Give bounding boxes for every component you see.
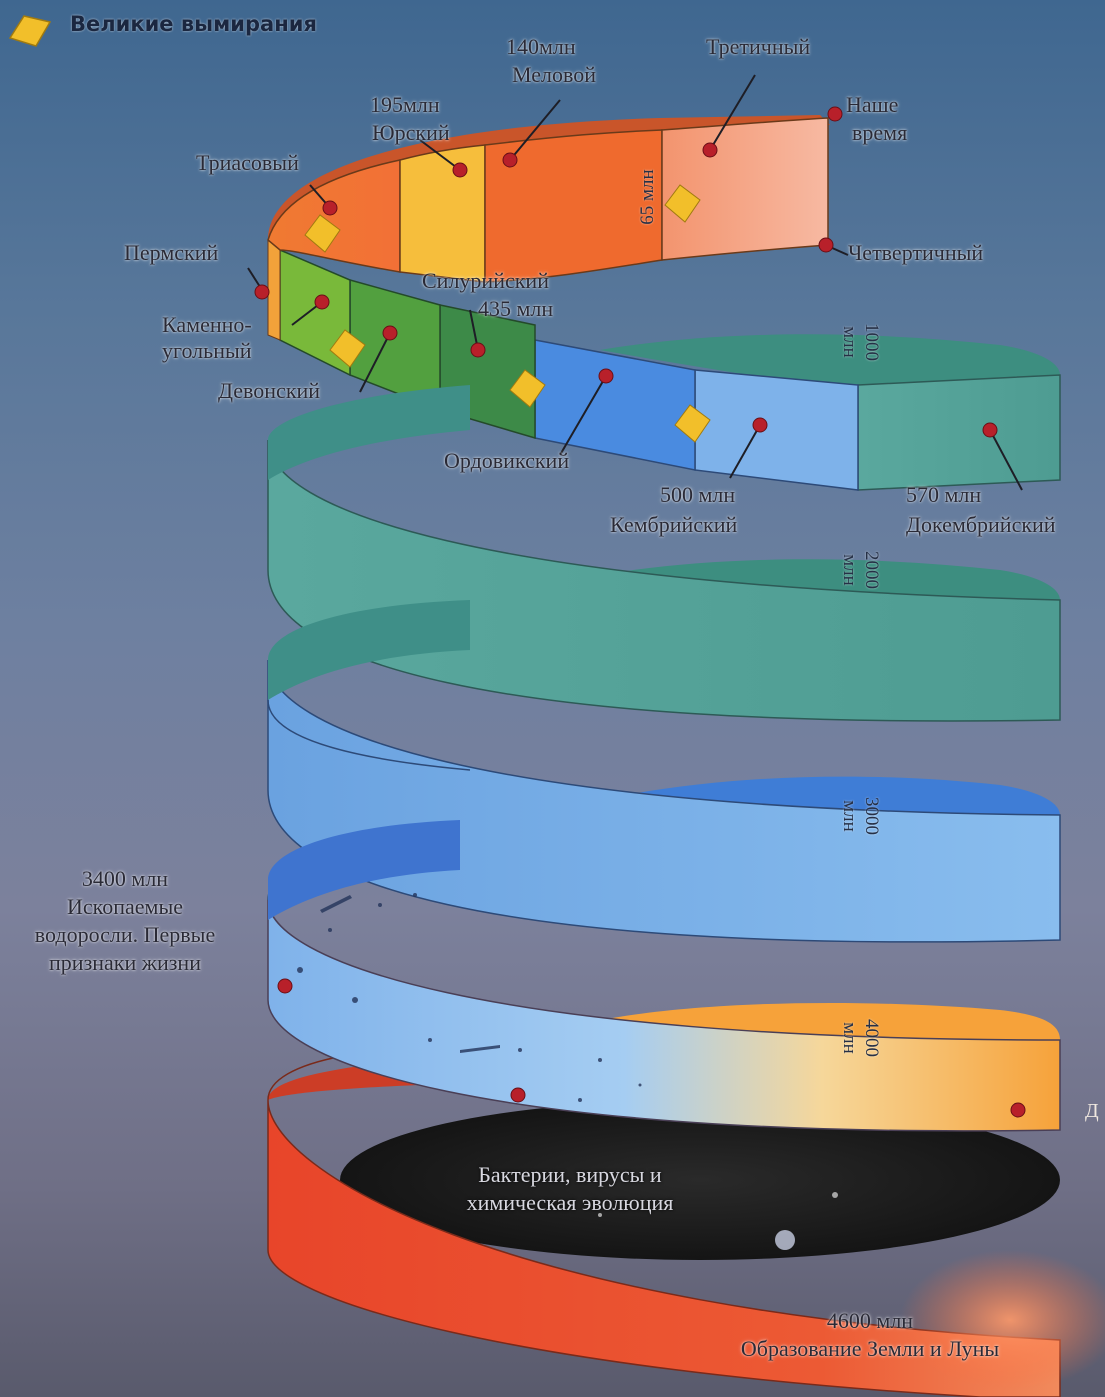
fossil-speck [518, 1048, 522, 1052]
fossil-speck [413, 893, 417, 897]
marker-jurassic [452, 162, 468, 178]
label-precambrian-time: 570 млн [906, 482, 982, 507]
fossil-speck [638, 1083, 642, 1087]
marker-cretaceous [502, 152, 518, 168]
extinction-marker-permian [329, 329, 366, 368]
primordial-dust-cloud [340, 1100, 1060, 1260]
fossil-speck [352, 997, 358, 1003]
earth-formation-glow [900, 1250, 1105, 1390]
permian-segment [267, 238, 281, 341]
leader-cambrian [729, 424, 761, 479]
fossil-speck [328, 928, 332, 932]
fossil-speck [297, 967, 303, 973]
label-cut-text: Д [1085, 1100, 1099, 1122]
label-devonian: Девонский [218, 378, 321, 403]
extinction-marker-ordovician [674, 404, 711, 443]
label-permian: Пермский [124, 240, 219, 265]
mark-1000: 1000 млн [839, 323, 882, 361]
extinction-marker-cretaceous [664, 184, 701, 223]
label-cretaceous: Меловой [512, 62, 597, 87]
mark-65: 65 млн [637, 169, 658, 225]
fossil-speck [598, 1058, 602, 1062]
marker-devonian [382, 325, 398, 341]
label-life-time: 3400 млн [81, 866, 169, 891]
fossil-speck [578, 1098, 582, 1102]
label-quaternary: Четвертичный [848, 240, 984, 265]
label-ordovician: Ордовикский [444, 448, 570, 473]
top-loop-inner [268, 115, 830, 240]
fossil-alga-1 [320, 895, 352, 913]
marker-hadean [1010, 1102, 1026, 1118]
loop-2000-left-wrap [268, 600, 470, 700]
label-life-line3: признаки жизни [49, 950, 201, 975]
leader-precambrian [989, 429, 1023, 491]
marker-first-life [277, 978, 293, 994]
label-silurian-time: 435 млн [478, 296, 554, 321]
label-triassic: Триасовый [196, 150, 299, 175]
marker-precambrian [982, 422, 998, 438]
marker-tertiary [702, 142, 718, 158]
marker-ordovician [598, 368, 614, 384]
marker-silurian [470, 342, 486, 358]
leader-jurassic [419, 139, 461, 171]
extinction-diamond-icon [8, 15, 52, 47]
loop-3000-left-wrap [268, 820, 460, 920]
label-jurassic-time: 195млн [370, 92, 440, 117]
mark-2000: 2000 млн [839, 551, 882, 589]
label-life-line1: Ископаемые [67, 894, 183, 919]
marker-present-day [827, 106, 843, 122]
label-silurian: Силурийский [422, 268, 549, 293]
label-jurassic: Юрский [372, 120, 450, 145]
star [832, 1192, 838, 1198]
label-bacteria-line2: химическая эволюция [466, 1190, 674, 1215]
leader-quaternary [829, 246, 849, 256]
label-cretaceous-time: 140млн [506, 34, 576, 59]
label-cambrian: Кембрийский [610, 512, 738, 537]
marker-triassic [322, 200, 338, 216]
star [598, 1213, 602, 1217]
cenozoic-segment [661, 117, 829, 261]
label-earth-formation: Образование Земли и Луны [740, 1336, 1000, 1361]
label-precambrian: Докембрийский [906, 512, 1056, 537]
fossil-alga-2 [460, 1045, 500, 1053]
loop-2000-edge [267, 699, 471, 771]
label-cambrian-time: 500 млн [660, 482, 736, 507]
label-carboniferous-line1: Каменно- [162, 312, 252, 337]
label-carboniferous-line2: угольный [162, 338, 252, 363]
leader-tertiary [709, 74, 756, 151]
label-life-line2: водоросли. Первые [34, 922, 216, 947]
label-earth-time: 4600 млн [826, 1308, 914, 1333]
cambrian-segment [694, 369, 859, 491]
fossil-speck [378, 903, 382, 907]
marker-bacteria [510, 1087, 526, 1103]
label-now-line2: время [852, 120, 908, 145]
extinction-marker-triassic [304, 214, 341, 253]
label-now-line1: Наше [846, 92, 899, 117]
leader-cretaceous [509, 99, 561, 161]
leader-ordovician [559, 375, 607, 456]
mark-4000: 4000 млн [839, 1019, 882, 1057]
marker-permian [254, 284, 270, 300]
marker-quaternary [818, 237, 834, 253]
loop-1000-left-wrap [268, 385, 470, 480]
marker-cambrian [752, 417, 768, 433]
loop-4000-front-band [267, 899, 1061, 1132]
marker-carboniferous [314, 294, 330, 310]
leader-devonian [359, 332, 391, 393]
mark-3000: 3000 млн [839, 797, 882, 835]
precambrian-segment [857, 374, 1061, 491]
jurassic-segment [399, 144, 486, 283]
label-tertiary: Третичный [706, 34, 811, 59]
label-bacteria-line1: Бактерии, вирусы и [478, 1162, 662, 1187]
star-glow [775, 1230, 795, 1250]
fossil-speck [428, 1038, 432, 1042]
legend-title: Великие вымирания [70, 12, 317, 36]
extinction-marker-devonian [509, 369, 546, 408]
